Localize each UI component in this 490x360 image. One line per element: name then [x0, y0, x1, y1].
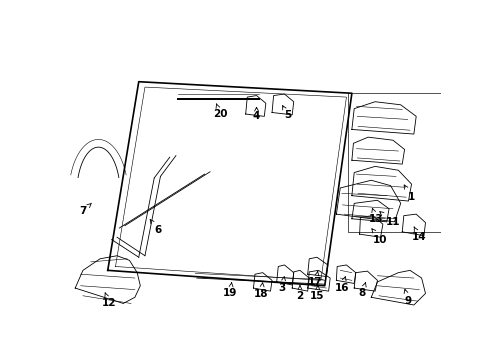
Polygon shape: [277, 265, 294, 285]
Polygon shape: [292, 270, 309, 291]
Text: 14: 14: [412, 227, 427, 242]
Bar: [348, 93, 441, 232]
Polygon shape: [360, 216, 383, 237]
Text: 13: 13: [368, 208, 383, 224]
Polygon shape: [352, 200, 389, 222]
Polygon shape: [308, 270, 330, 291]
Text: 11: 11: [380, 212, 400, 227]
Text: 7: 7: [79, 203, 92, 216]
Polygon shape: [352, 166, 412, 201]
Text: 2: 2: [296, 285, 304, 301]
Text: 9: 9: [404, 289, 412, 306]
Text: 5: 5: [283, 105, 291, 120]
Polygon shape: [371, 270, 425, 305]
Text: 15: 15: [310, 285, 324, 301]
Text: 16: 16: [335, 276, 349, 293]
Text: 8: 8: [358, 283, 366, 298]
Text: 6: 6: [150, 220, 162, 235]
Polygon shape: [352, 137, 405, 164]
Polygon shape: [402, 214, 425, 236]
Text: 10: 10: [372, 229, 388, 244]
Polygon shape: [75, 256, 140, 303]
Polygon shape: [272, 94, 294, 115]
Text: 18: 18: [254, 283, 269, 299]
Text: 20: 20: [213, 104, 227, 119]
Text: 4: 4: [253, 107, 260, 121]
Text: 1: 1: [404, 185, 415, 202]
Polygon shape: [245, 95, 266, 116]
Text: 19: 19: [223, 283, 237, 298]
Polygon shape: [336, 180, 401, 222]
Polygon shape: [336, 265, 356, 283]
Text: 17: 17: [308, 271, 323, 287]
Text: 3: 3: [278, 276, 286, 293]
Polygon shape: [253, 273, 272, 291]
Text: 12: 12: [102, 293, 117, 309]
Polygon shape: [308, 257, 328, 276]
Polygon shape: [354, 271, 377, 291]
Polygon shape: [352, 102, 416, 134]
